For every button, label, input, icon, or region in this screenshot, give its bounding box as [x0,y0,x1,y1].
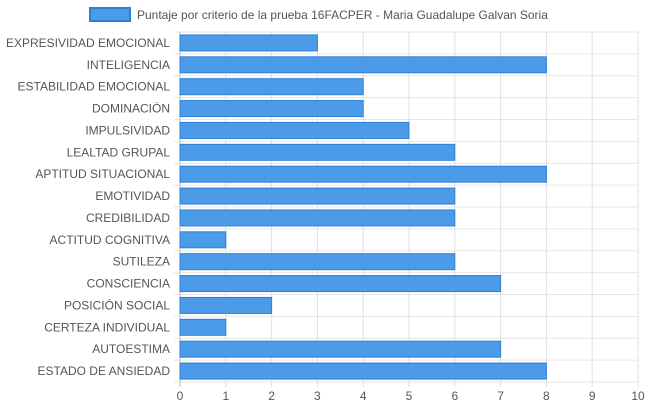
category-label: AUTOESTIMA [92,342,170,356]
category-label: DOMINACIÓN [92,101,170,116]
bar[interactable] [179,231,227,249]
bar[interactable] [179,121,410,139]
category-label: POSICIÓN SOCIAL [64,297,170,312]
bar[interactable] [179,187,456,205]
bar[interactable] [179,318,227,336]
bar[interactable] [179,209,456,227]
x-tick-label: 9 [589,389,596,403]
bar[interactable] [179,34,318,52]
category-label: EXPRESIVIDAD EMOCIONAL [6,36,170,50]
x-tick-label: 1 [222,389,229,403]
category-label: CERTEZA INDIVIDUAL [44,320,170,334]
bar[interactable] [179,253,456,271]
bar[interactable] [179,56,547,74]
x-axis-tick-labels: 0 1 2 3 4 5 6 7 8 9 10 [177,389,645,403]
category-label: ESTADO DE ANSIEDAD [38,364,171,378]
x-tick-label: 7 [497,389,504,403]
bars [179,34,547,380]
bar[interactable] [179,78,364,96]
bar[interactable] [179,296,273,314]
category-labels: EXPRESIVIDAD EMOCIONAL INTELIGENCIA ESTABI… [6,36,170,378]
x-tick-label: 6 [451,389,458,403]
category-label: SUTILEZA [113,255,170,269]
x-tick-label: 5 [406,389,413,403]
bar[interactable] [179,165,547,183]
category-label: CREDIBILIDAD [86,211,170,225]
legend-swatch [89,7,131,22]
bar[interactable] [179,362,547,380]
x-tick-label: 4 [360,389,367,403]
category-label: IMPULSIVIDAD [85,123,170,137]
x-tick-label: 3 [314,389,321,403]
bar[interactable] [179,143,456,161]
legend[interactable]: Puntaje por criterio de la prueba 16FACP… [89,7,548,22]
x-tick-label: 8 [543,389,550,403]
category-label: EMOTIVIDAD [95,189,170,203]
category-label: ACTITUD COGNITIVA [50,233,170,247]
category-label: INTELIGENCIA [87,58,170,72]
category-label: CONSCIENCIA [87,277,170,291]
bar[interactable] [179,340,502,358]
category-label: APTITUD SITUACIONAL [35,167,170,181]
x-tick-label: 10 [631,389,645,403]
bar[interactable] [179,275,502,293]
category-label: ESTABILIDAD EMOCIONAL [18,80,171,94]
x-tick-label: 0 [177,389,184,403]
bar[interactable] [179,100,364,118]
x-tick-label: 2 [268,389,275,403]
category-label: LEALTAD GRUPAL [67,145,171,159]
legend-label: Puntaje por criterio de la prueba 16FACP… [137,8,548,22]
